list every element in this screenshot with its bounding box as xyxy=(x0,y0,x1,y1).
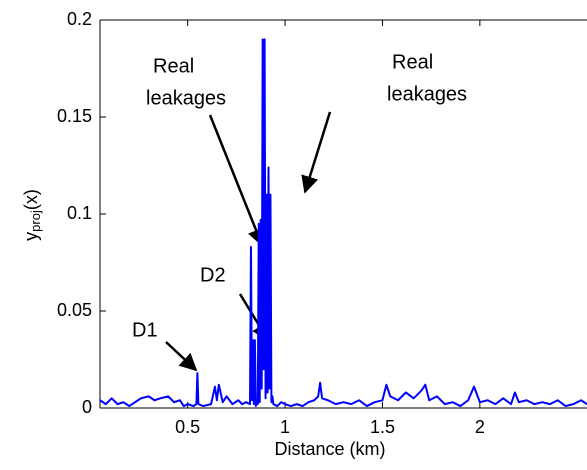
annotation: leakages xyxy=(146,87,226,109)
arrow xyxy=(165,341,198,372)
y-label-base: y xyxy=(21,232,41,241)
annotation: D2 xyxy=(200,264,226,286)
y-label-rest: (x) xyxy=(21,189,41,210)
annotation: leakages xyxy=(387,83,467,105)
x-axis-label: Distance (km) xyxy=(274,439,385,459)
y-tick-label: 0.2 xyxy=(67,9,92,29)
y-axis-label: yproj(x) xyxy=(21,189,44,241)
arrow xyxy=(208,114,265,247)
y-tick-label: 0 xyxy=(82,397,92,417)
y-tick-label: 0.1 xyxy=(67,203,92,223)
x-tick-label: 0.5 xyxy=(175,417,200,437)
y-tick-label: 0.05 xyxy=(57,300,92,320)
annotation: Real xyxy=(392,51,433,73)
data-line xyxy=(99,38,587,408)
y-tick-label: 0.15 xyxy=(57,106,92,126)
x-tick-label: 1.5 xyxy=(370,417,395,437)
x-tick-label: 2 xyxy=(475,417,485,437)
x-tick-label: 1 xyxy=(280,417,290,437)
arrow xyxy=(301,111,332,194)
annotation: Real xyxy=(153,55,194,77)
y-label-sub: proj xyxy=(28,210,43,232)
annotation: D1 xyxy=(132,319,158,341)
